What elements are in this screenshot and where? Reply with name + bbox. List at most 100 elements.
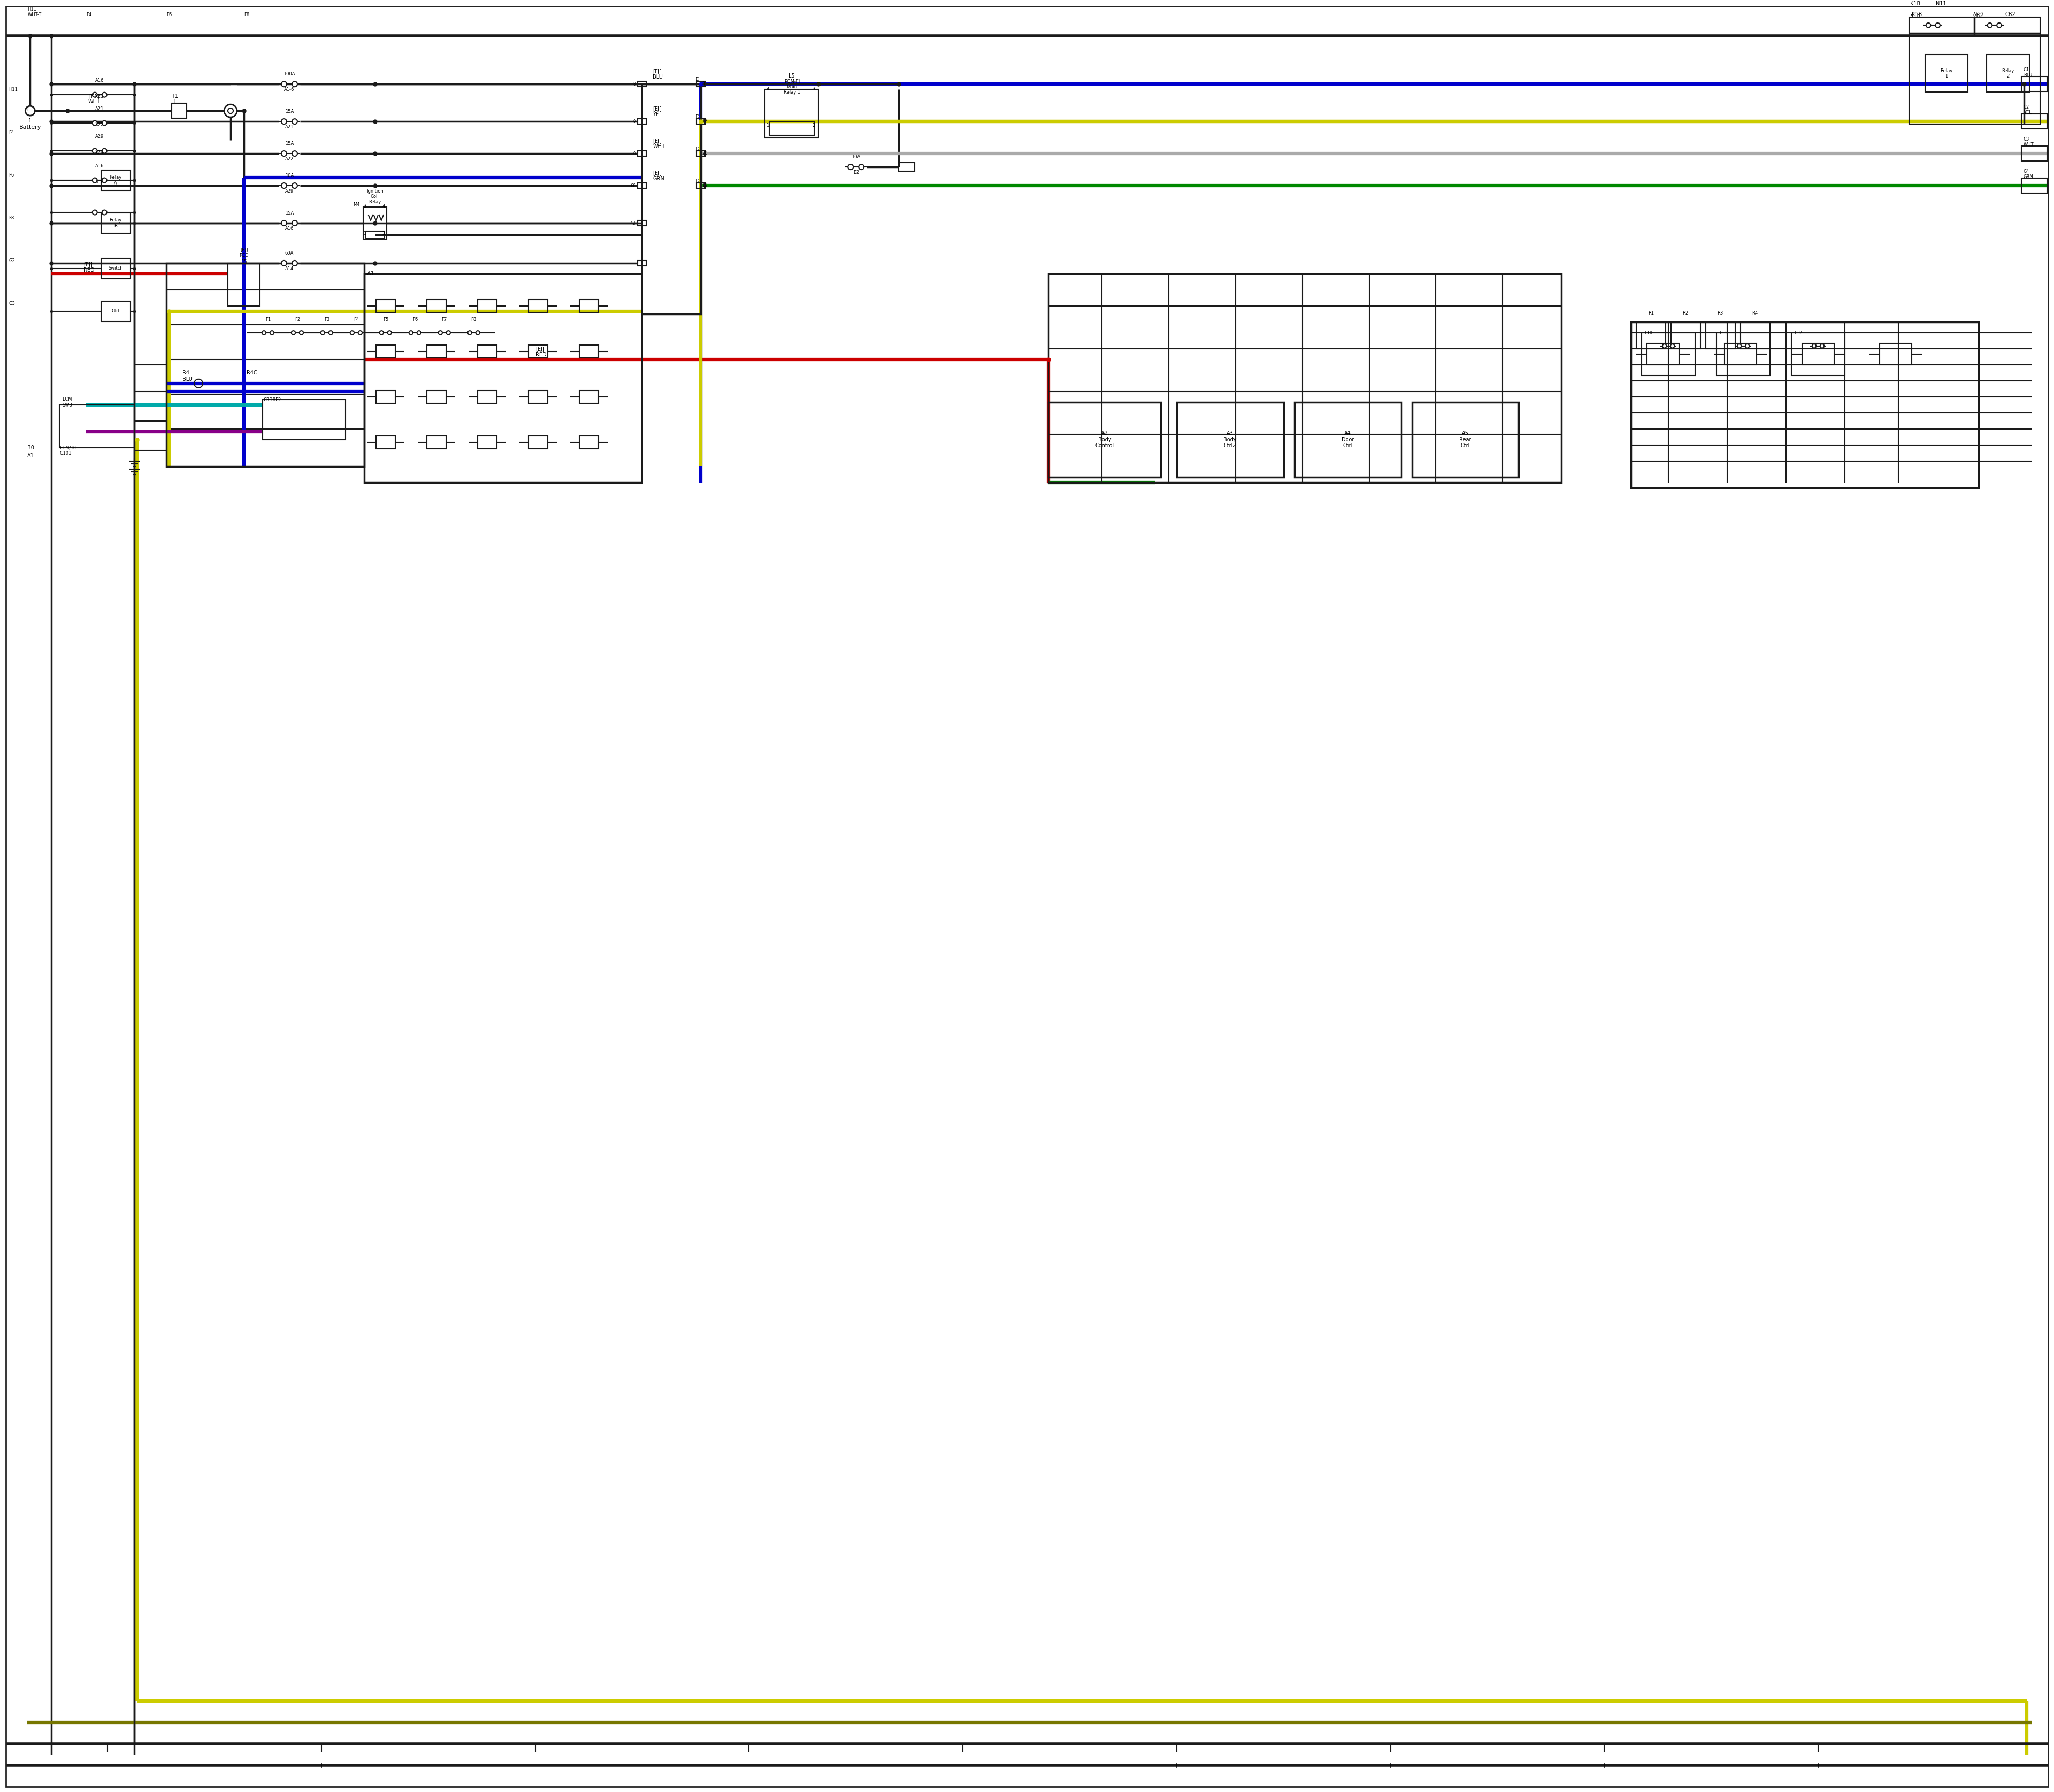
Bar [2021,177,2048,194]
Text: [EJ]: [EJ] [653,170,661,176]
Text: X22: X22 [94,122,105,127]
Text: 8: 8 [633,82,637,86]
Bar [60,405,134,448]
Circle shape [92,210,97,215]
Text: Relay
1: Relay 1 [1941,68,1953,79]
Bar [696,151,705,156]
Circle shape [281,260,288,265]
Bar [639,183,647,188]
Bar [2021,115,2048,129]
Bar [101,213,129,233]
Text: 3: 3 [364,204,366,208]
Circle shape [388,332,392,335]
Bar [376,391,394,403]
Circle shape [1738,344,1742,348]
Circle shape [1662,344,1666,348]
Text: R2: R2 [1682,310,1688,315]
Bar [173,104,187,118]
Text: 1: 1 [766,124,768,127]
Text: D: D [696,179,698,183]
Bar [1986,56,2029,91]
Text: Main: Main [787,84,797,90]
Text: Relay
2: Relay 2 [2003,68,2015,79]
Circle shape [281,220,288,226]
Text: F4: F4 [353,317,359,323]
Bar [1294,401,1401,477]
Text: ECM/TC
G101: ECM/TC G101 [60,444,76,455]
Bar [376,344,394,358]
Text: H11: H11 [8,88,18,91]
Text: A29: A29 [286,188,294,194]
Circle shape [103,177,107,183]
Bar [427,299,446,312]
Bar [1791,333,1844,375]
Circle shape [292,260,298,265]
Bar [364,208,386,238]
Circle shape [25,106,35,116]
Text: 4: 4 [766,86,768,91]
Text: 8: 8 [702,81,705,86]
Bar [1411,401,1518,477]
Text: C1
BLU: C1 BLU [2023,68,2031,77]
Text: L11: L11 [1719,330,1727,335]
Bar [1647,344,1678,366]
Text: Relay
A: Relay A [109,176,121,186]
Text: A29: A29 [94,134,105,140]
Bar [376,435,394,448]
Circle shape [1996,23,2001,27]
Text: F8: F8 [244,13,249,18]
Text: BLU: BLU [653,75,663,81]
Text: 10A: 10A [852,154,861,159]
Circle shape [438,332,442,335]
Text: F8: F8 [8,215,14,220]
Circle shape [92,177,97,183]
Bar [764,90,820,138]
Circle shape [92,120,97,125]
Text: A16: A16 [94,179,105,185]
Bar [1879,344,1912,366]
Text: F6: F6 [413,317,417,323]
Text: N11: N11 [1935,2,1947,7]
Text: C4
GRN: C4 GRN [2023,168,2033,179]
Text: CB2: CB2 [2005,13,2015,18]
Bar [376,299,394,312]
Circle shape [269,332,273,335]
Text: M4: M4 [353,202,359,208]
Circle shape [1820,344,1824,348]
Bar [477,299,497,312]
Circle shape [292,220,298,226]
Text: 3: 3 [811,86,815,91]
Text: 12: 12 [702,118,709,124]
Circle shape [329,332,333,335]
Bar [101,301,129,321]
Bar [696,118,705,124]
Bar [427,344,446,358]
Text: Ctrl: Ctrl [111,308,119,314]
Text: R4: R4 [183,371,189,375]
Text: [EJ]: [EJ] [653,138,661,143]
Text: YEL: YEL [653,111,661,116]
Text: Relay
B: Relay B [109,219,121,228]
Text: A2
Body
Control: A2 Body Control [1095,430,1113,448]
Bar [263,400,345,439]
Text: RED: RED [238,253,249,258]
Circle shape [446,332,450,335]
Text: A4
Door
Ctrl: A4 Door Ctrl [1341,430,1354,448]
Text: A5
Rear
Ctrl: A5 Rear Ctrl [1458,430,1471,448]
Text: X21: X21 [94,95,105,99]
Circle shape [281,151,288,156]
Text: 9: 9 [633,151,637,156]
Text: R1: R1 [1647,310,1653,315]
Circle shape [103,149,107,154]
Text: A21: A21 [286,125,294,129]
Text: A21: A21 [94,106,105,111]
Text: A16: A16 [94,79,105,82]
Text: +: + [25,106,29,111]
Text: A22: A22 [286,156,294,161]
Text: K1B: K1B [1910,2,1920,7]
Text: F5: F5 [382,317,388,323]
Bar [101,170,129,190]
Text: R4: R4 [1752,310,1758,315]
Bar [639,151,647,156]
Text: 19: 19 [702,183,709,188]
